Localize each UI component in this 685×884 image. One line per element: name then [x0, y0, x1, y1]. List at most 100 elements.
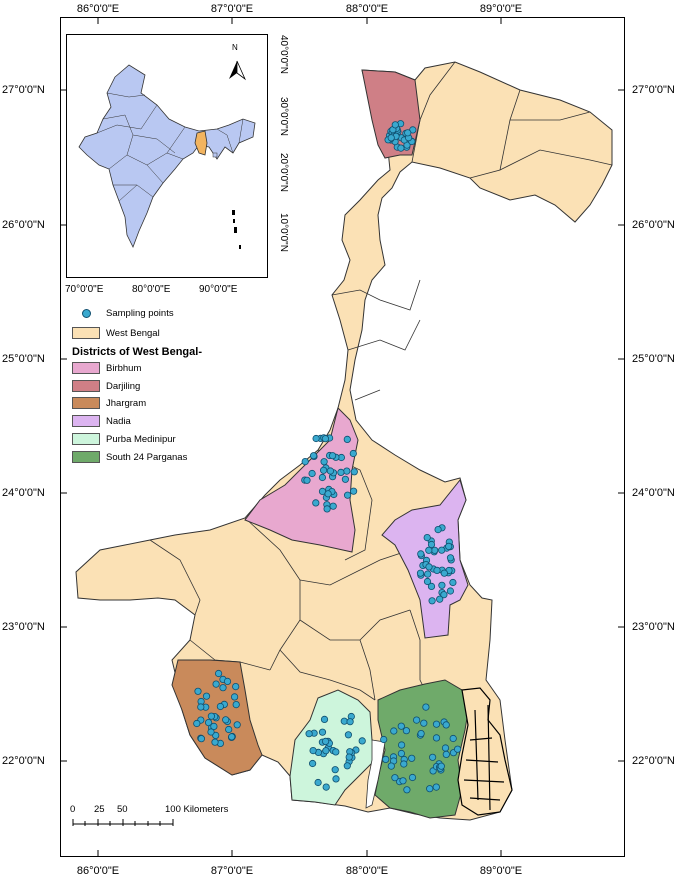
legend-label: Nadia: [106, 415, 131, 427]
sampling-point-symbol: [72, 308, 100, 318]
sampling-point: [324, 490, 332, 498]
sampling-point: [440, 591, 448, 599]
sampling-point: [397, 741, 406, 749]
india-outline: [78, 60, 256, 249]
sampling-point: [318, 728, 327, 736]
sampling-point: [312, 434, 320, 443]
legend-label: Birbhum: [106, 362, 142, 374]
sampling-point: [344, 731, 352, 739]
sampling-point: [343, 762, 351, 770]
legend-district: Nadia: [72, 415, 131, 427]
sampling-point: [431, 546, 439, 554]
sampling-point: [321, 435, 329, 443]
sampling-point: [216, 702, 224, 711]
inset-lat-label: 10°0'0"N: [278, 213, 289, 252]
sampling-point: [382, 755, 390, 764]
sampling-point: [332, 748, 340, 756]
sundarbans-islands: [457, 687, 513, 816]
sampling-point: [301, 457, 309, 466]
sampling-point: [341, 475, 349, 483]
legend-swatch: [72, 451, 100, 463]
sampling-point: [399, 777, 407, 785]
sampling-point: [350, 468, 358, 476]
sampling-point: [390, 727, 398, 735]
sampling-point: [449, 578, 457, 587]
sampling-point: [346, 718, 354, 726]
lat-label: 25°0'0"N: [2, 353, 45, 365]
andaman-islands: [232, 210, 241, 249]
inset-lat-label: 30°0'0"N: [278, 97, 289, 136]
sampling-point: [215, 669, 223, 678]
sampling-point: [425, 546, 433, 554]
india-shape: [78, 64, 256, 248]
sampling-point: [453, 745, 462, 753]
sampling-point: [438, 581, 446, 589]
inset-lat-label: 40°0'0"N: [278, 35, 289, 74]
sampling-point: [322, 747, 330, 755]
sampling-point: [309, 452, 318, 460]
sampling-point: [416, 569, 425, 577]
sampling-point: [412, 716, 421, 724]
sampling-point: [320, 715, 329, 724]
sampling-point: [197, 735, 205, 743]
sampling-point: [349, 449, 357, 458]
sampling-point: [442, 721, 450, 729]
sampling-point: [438, 546, 446, 554]
sampling-point: [343, 435, 351, 443]
sampling-point: [222, 716, 230, 724]
india-inset-map: N 70°0'0"E 80°0'0"E 90°0'0"E 40°0'0"N 30…: [65, 34, 289, 295]
lat-label: 24°0'0"N: [632, 487, 675, 499]
hooghly-river: [365, 739, 386, 809]
sampling-point: [380, 735, 388, 744]
sampling-point: [308, 759, 317, 768]
legend-label: South 24 Parganas: [106, 451, 188, 463]
legend-swatch: [72, 415, 100, 427]
legend-sampling-points: Sampling points: [72, 307, 174, 319]
sampling-point: [437, 762, 445, 770]
lon-label: 87°0'0"E: [210, 3, 254, 15]
sampling-point: [404, 129, 412, 137]
sampling-point: [400, 760, 408, 768]
sampling-point: [446, 587, 454, 595]
sampling-point: [343, 467, 351, 475]
scale-ruler: [72, 819, 174, 826]
lat-label: 26°0'0"N: [632, 219, 675, 231]
sampling-point: [225, 725, 233, 734]
sampling-point: [423, 533, 431, 542]
sampling-point: [343, 491, 352, 499]
lat-label: 25°0'0"N: [632, 353, 675, 365]
west-bengal-highlight: [194, 130, 208, 156]
sampling-point: [194, 687, 202, 695]
sampling-point: [193, 719, 201, 728]
sampling-point: [423, 577, 432, 586]
sampling-point: [320, 458, 328, 466]
sampling-point: [314, 778, 322, 787]
sampling-point: [233, 721, 241, 729]
sampling-point: [446, 554, 455, 562]
sampling-point: [434, 525, 442, 534]
sampling-point: [440, 569, 448, 577]
lat-label: 22°0'0"N: [2, 755, 45, 767]
sampling-point: [309, 746, 317, 755]
sampling-point: [212, 680, 220, 688]
sampling-point: [432, 734, 441, 742]
sampling-point: [308, 469, 316, 478]
inset-lon-label: 90°0'0"E: [199, 284, 238, 295]
lat-label: 23°0'0"N: [2, 621, 45, 633]
lat-label: 26°0'0"N: [2, 219, 45, 231]
sampling-point: [328, 452, 337, 460]
north-label: N: [232, 43, 238, 52]
legend-west-bengal: West Bengal: [72, 327, 160, 339]
sampling-point: [228, 733, 236, 741]
sampling-point: [231, 693, 239, 701]
sampling-point: [202, 692, 211, 700]
legend-district: Darjiling: [72, 380, 140, 392]
sampling-point: [424, 570, 432, 578]
sampling-point: [403, 786, 411, 794]
lat-label: 23°0'0"N: [632, 621, 675, 633]
legend-heading: Districts of West Bengal-: [72, 346, 202, 358]
sampling-point: [329, 502, 337, 510]
legend-label: Sampling points: [106, 307, 174, 319]
sampling-point: [441, 744, 450, 752]
